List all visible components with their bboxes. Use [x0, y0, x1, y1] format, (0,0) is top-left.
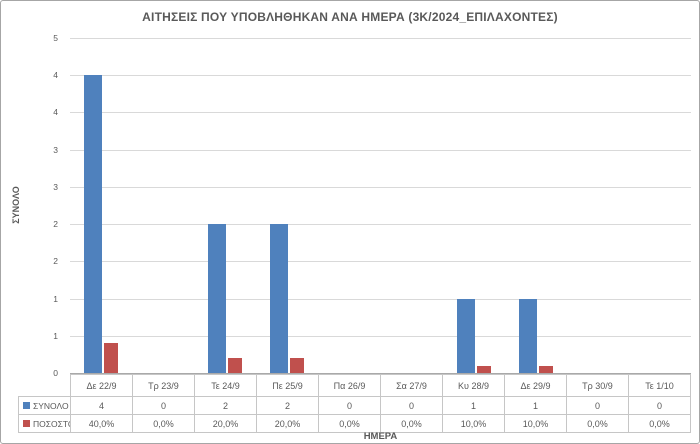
bar-synolo-6 [456, 299, 475, 373]
category-label: Δε 29/9 [505, 375, 567, 396]
legend-swatch-icon [23, 402, 30, 409]
table-cell: 40,0% [71, 415, 133, 432]
table-cell: 2 [257, 397, 319, 414]
category-label: Τρ 30/9 [567, 375, 629, 396]
data-table-header-row: Δε 22/9 Τρ 23/9 Τε 24/9 Πε 25/9 Πα 26/9 Σα 27… [70, 374, 691, 396]
data-table-row-pososto: ΠΟΣΟΣΤΟ 40,0% 0,0% 20,0% 20,0% 0,0% 0,0% 10,0% 1… [18, 414, 691, 433]
gridline [70, 298, 691, 300]
category-slot [505, 38, 567, 373]
legend-label: ΣΥΝΟΛΟ [33, 400, 69, 411]
y-tick-label: 3 [53, 144, 58, 155]
legend-key-synolo: ΣΥΝΟΛΟ [19, 397, 71, 414]
bar-synolo-0 [84, 75, 103, 373]
plot-area [70, 38, 691, 374]
category-label: Σα 27/9 [381, 375, 443, 396]
bar-synolo-7 [518, 299, 537, 373]
y-tick-label: 2 [53, 256, 58, 267]
bar-pososto-2 [228, 358, 243, 373]
table-cell: 0 [133, 397, 195, 414]
category-label: Πα 26/9 [319, 375, 381, 396]
gridline [70, 224, 691, 226]
category-slot [381, 38, 443, 373]
category-slot [443, 38, 505, 373]
y-tick-label: 0 [53, 368, 58, 378]
category-label: Τε 1/10 [645, 380, 674, 391]
table-cell: 0 [319, 397, 381, 414]
bar-pososto-3 [290, 358, 305, 373]
table-cell: 4 [71, 397, 133, 414]
category-slot [567, 38, 629, 373]
table-cell: 0 [656, 400, 662, 411]
category-label: Δε 22/9 [71, 375, 133, 396]
gridline [70, 186, 691, 188]
bar-pososto-0 [104, 343, 119, 373]
gridline [70, 335, 691, 337]
bar-pososto-6 [476, 366, 491, 373]
table-cell: 0 [381, 397, 443, 414]
table-cell: 0,0% [649, 418, 670, 429]
table-cell: 0,0% [381, 415, 443, 432]
table-cell: 0,0% [133, 415, 195, 432]
legend-swatch-icon [23, 420, 30, 427]
y-tick-label: 1 [53, 293, 58, 304]
gridline [70, 75, 691, 77]
category-label: Τρ 23/9 [133, 375, 195, 396]
table-cell: 10,0% [505, 415, 567, 432]
category-label: Τε 24/9 [195, 375, 257, 396]
table-cell: 20,0% [257, 415, 319, 432]
category-label: Κυ 28/9 [443, 375, 505, 396]
chart-title: ΑΙΤΗΣΕΙΣ ΠΟΥ ΥΠΟΒΛΗΘΗΚΑΝ ΑΝΑ ΗΜΕΡΑ (3Κ/2… [142, 10, 558, 24]
category-label: Πε 25/9 [257, 375, 319, 396]
table-cell: 10,0% [443, 415, 505, 432]
y-tick-label: 4 [53, 107, 58, 118]
table-cell: 1 [505, 397, 567, 414]
table-cell: 0 [567, 397, 629, 414]
category-slot [132, 38, 194, 373]
bar-pososto-7 [538, 366, 553, 373]
table-cell: 2 [195, 397, 257, 414]
gridline [70, 149, 691, 151]
category-slot [629, 38, 691, 373]
y-tick-label: 4 [53, 70, 58, 81]
gridline [70, 38, 691, 39]
y-tick-label: 5 [53, 33, 58, 43]
category-slot [318, 38, 380, 373]
gridline [70, 112, 691, 114]
gridline [70, 261, 691, 263]
category-slot [194, 38, 256, 373]
category-slot [70, 38, 132, 373]
y-tick-label: 3 [53, 181, 58, 192]
legend-key-pososto: ΠΟΣΟΣΤΟ [19, 415, 71, 432]
bar-synolo-2 [208, 224, 227, 373]
bar-synolo-3 [270, 224, 289, 373]
table-cell: 0,0% [319, 415, 381, 432]
table-cell: 20,0% [195, 415, 257, 432]
y-tick-label: 1 [53, 330, 58, 341]
category-slot [256, 38, 318, 373]
data-table-row-synolo: ΣΥΝΟΛΟ 4 0 2 2 0 0 1 1 0 0 [18, 396, 691, 414]
y-tick-label: 2 [53, 219, 58, 230]
y-axis-tick-labels: 5 4 4 3 3 2 2 1 1 0 [1, 33, 64, 378]
legend-label: ΠΟΣΟΣΤΟ [33, 418, 71, 429]
table-cell: 1 [443, 397, 505, 414]
x-axis-title: ΗΜΕΡΑ [363, 431, 398, 442]
table-cell: 0,0% [567, 415, 629, 432]
